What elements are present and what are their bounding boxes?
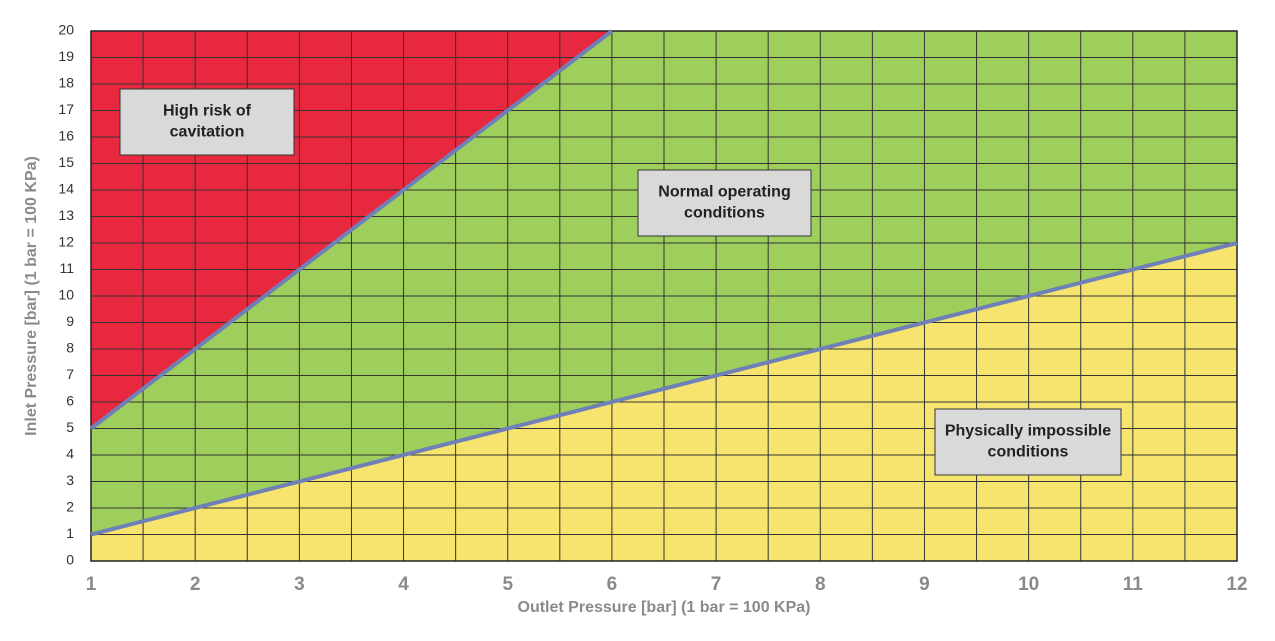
y-tick-label: 1	[66, 525, 74, 541]
y-tick-label: 0	[66, 552, 74, 568]
y-tick-label: 13	[58, 207, 74, 223]
x-tick-label: 4	[398, 574, 409, 595]
region-label-box	[119, 88, 295, 156]
x-tick-label: 11	[1123, 574, 1144, 595]
x-tick-label: 1	[86, 574, 97, 595]
y-tick-label: 7	[66, 366, 74, 382]
y-tick-label: 16	[58, 128, 74, 144]
region-label: conditions	[684, 205, 765, 222]
y-tick-label: 17	[58, 101, 74, 117]
y-tick-label: 15	[58, 154, 74, 170]
x-tick-label: 5	[502, 574, 513, 595]
x-tick-label: 9	[919, 574, 930, 595]
y-tick-label: 8	[66, 340, 74, 356]
x-tick-label: 12	[1226, 574, 1247, 595]
y-tick-label: 14	[58, 181, 74, 197]
x-axis-title: Outlet Pressure [bar] (1 bar = 100 KPa)	[518, 599, 811, 616]
region-label: Normal operating	[658, 184, 790, 201]
y-tick-label: 19	[58, 48, 74, 64]
region-label: conditions	[988, 444, 1069, 461]
y-tick-label: 20	[58, 22, 74, 38]
y-tick-label: 4	[66, 446, 74, 462]
x-tick-label: 8	[815, 574, 826, 595]
plot-frame	[90, 30, 1238, 562]
region-label: Physically impossible	[945, 423, 1111, 440]
x-tick-label: 3	[294, 574, 305, 595]
region-label: cavitation	[170, 124, 245, 141]
y-axis-title: Inlet Pressure [bar] (1 bar = 100 KPa)	[23, 156, 40, 436]
region-label: High risk of	[163, 103, 252, 120]
y-tick-label: 10	[58, 287, 74, 303]
y-tick-label: 3	[66, 472, 74, 488]
y-tick-label: 5	[66, 419, 74, 435]
x-tick-label: 6	[607, 574, 618, 595]
y-tick-label: 9	[66, 313, 74, 329]
region-label-box	[934, 408, 1122, 476]
y-tick-label: 18	[58, 75, 74, 91]
x-tick-label: 2	[190, 574, 201, 595]
y-tick-label: 6	[66, 393, 74, 409]
y-tick-label: 11	[59, 260, 74, 276]
boundary-line	[89, 29, 614, 431]
x-tick-label: 7	[711, 574, 722, 595]
boundary-line	[90, 241, 1238, 537]
y-tick-label: 2	[66, 499, 74, 515]
x-tick-label: 10	[1018, 574, 1039, 595]
region-label-box	[637, 169, 812, 237]
y-tick-label: 12	[58, 234, 74, 250]
